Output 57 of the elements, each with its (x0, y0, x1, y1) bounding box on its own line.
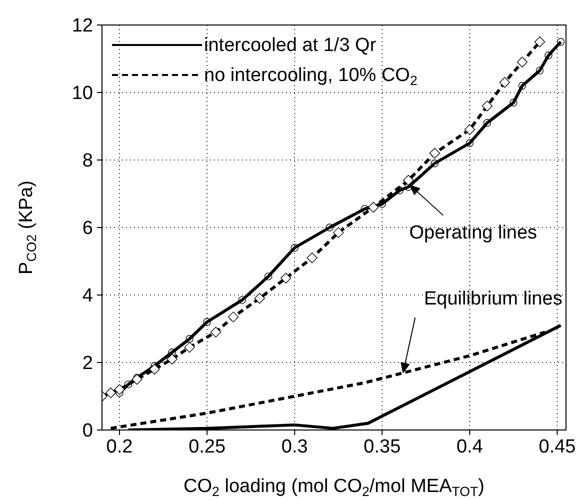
point (306, 252, 318, 264)
point (360, 205, 368, 213)
point (499, 77, 510, 88)
point (430, 160, 439, 168)
point (114, 384, 125, 395)
point (368, 202, 379, 213)
point (396, 186, 404, 194)
y-tick-label: 6 (82, 218, 93, 240)
x-tick-label: 0.3 (281, 436, 308, 458)
x-axis-title: CO$_{2}$ loading (mol CO$_{2}$/mol MEA$_{TOT}$) (184, 476, 484, 499)
y-tick-label: 4 (82, 286, 94, 307)
point (482, 100, 493, 112)
point (464, 124, 476, 135)
point (203, 318, 211, 326)
y-tick-label: 8 (82, 150, 93, 172)
point (228, 312, 239, 322)
annotation: Operating lines (409, 222, 538, 244)
point (534, 36, 546, 48)
legend-label: no intercooling, 10% CO$_{2}$ (204, 65, 418, 88)
point (378, 200, 386, 208)
point (210, 326, 222, 338)
point (516, 56, 528, 68)
point (280, 272, 292, 284)
point (184, 342, 195, 353)
legend-label: intercooled at 1/3 Qr (204, 35, 377, 56)
point (466, 139, 474, 147)
x-tick-label: 0.2 (106, 436, 133, 458)
y-tick-label: 12 (72, 16, 93, 37)
point (132, 374, 142, 385)
point (105, 388, 116, 398)
point (149, 364, 160, 375)
y-tick-label: 10 (72, 83, 93, 104)
x-tick-label: 0.25 (188, 436, 226, 458)
annotation: Equilibrium lines (424, 288, 562, 310)
x-tick-label: 0.4 (456, 436, 484, 458)
point (429, 148, 440, 159)
point (403, 174, 414, 186)
y-tick-label: 2 (82, 353, 93, 374)
point (326, 224, 334, 232)
point (238, 296, 246, 304)
point (168, 348, 176, 356)
point (254, 293, 265, 304)
point (556, 38, 565, 46)
x-tick-label: 0.35 (364, 436, 401, 458)
point (483, 119, 492, 127)
point (510, 98, 518, 106)
y-tick-label: 0 (82, 420, 93, 442)
point (290, 244, 298, 252)
point (264, 272, 272, 280)
point (333, 227, 344, 238)
point (186, 335, 194, 343)
point (544, 52, 552, 60)
point (518, 82, 526, 90)
point (536, 66, 544, 74)
x-tick-label: 0.45 (538, 436, 576, 458)
point (124, 380, 132, 388)
point (166, 354, 178, 364)
